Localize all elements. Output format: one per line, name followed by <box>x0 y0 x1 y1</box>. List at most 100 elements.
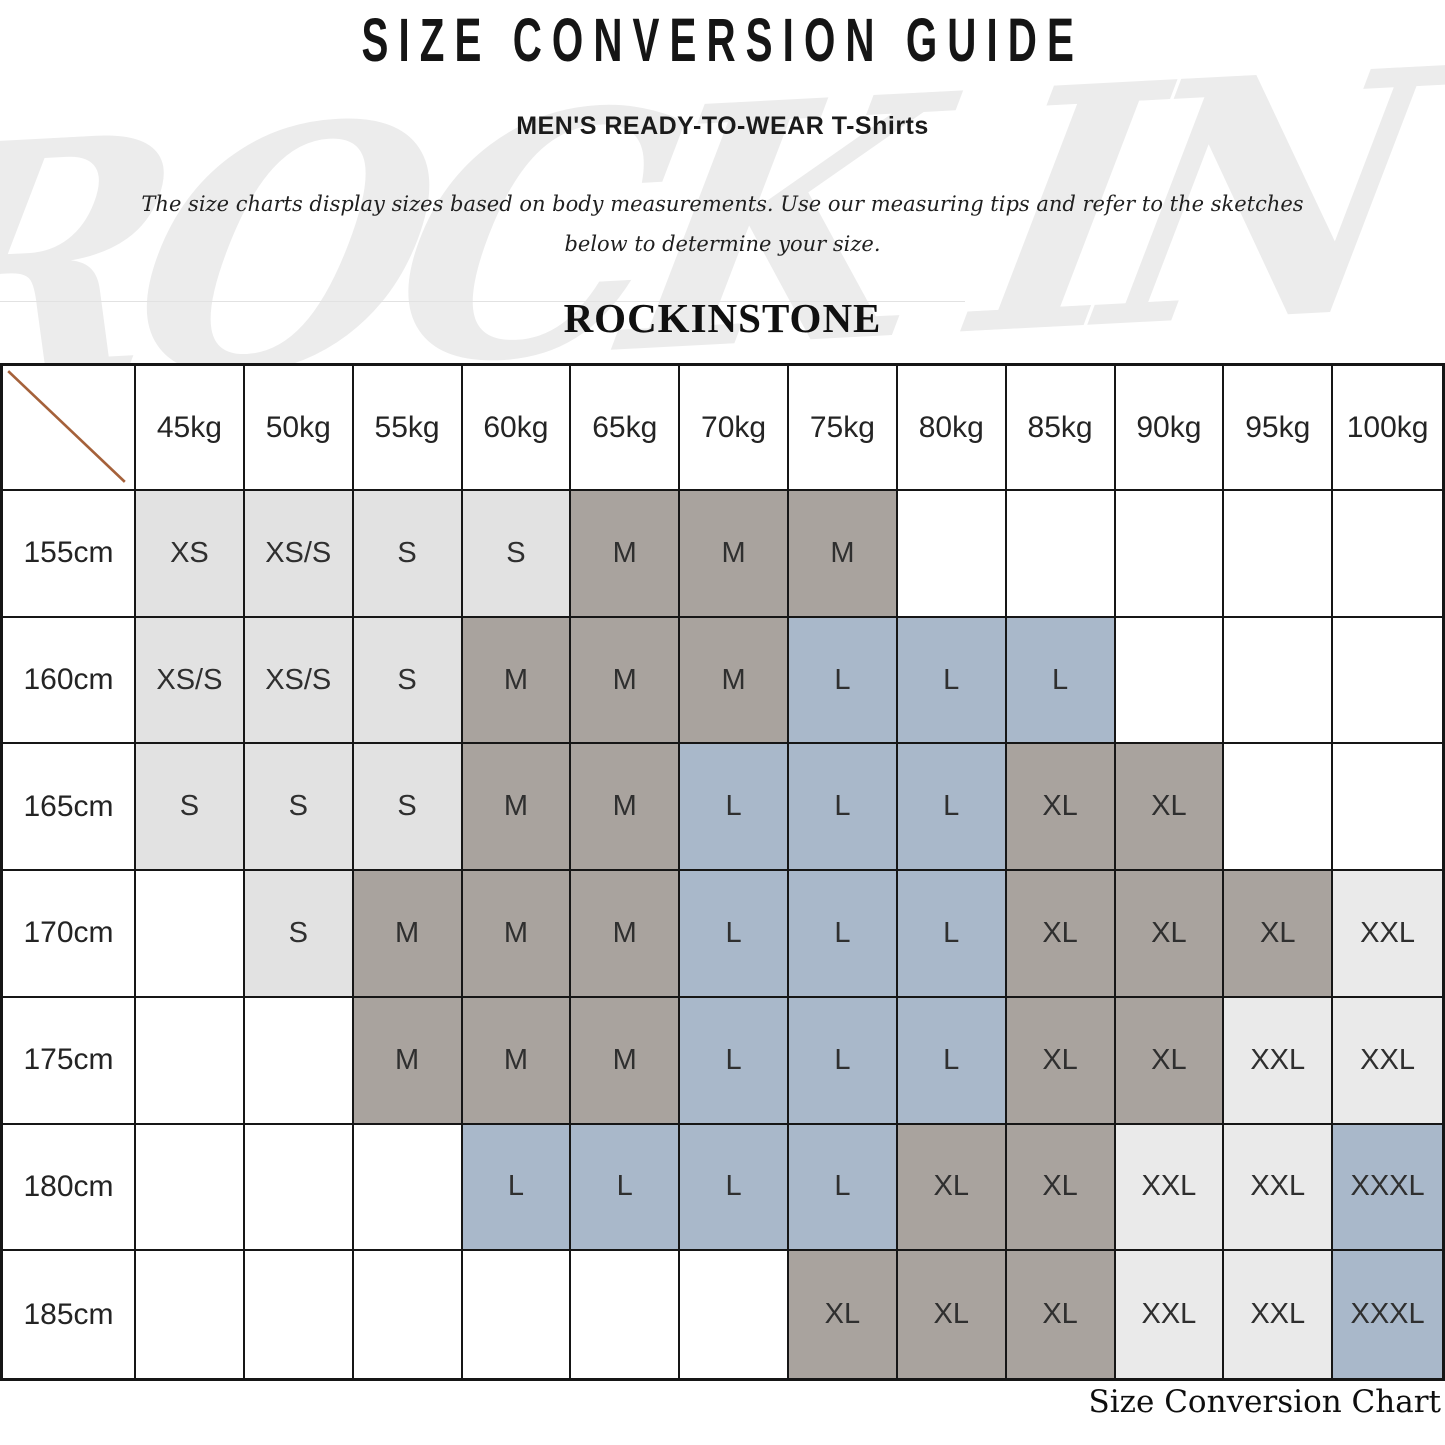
size-cell: XXL <box>1115 1251 1225 1378</box>
size-cell: L <box>789 617 898 745</box>
size-cell: M <box>571 997 681 1125</box>
size-cell: L <box>897 997 1007 1125</box>
corner-cell <box>3 366 136 491</box>
size-cell: S <box>462 491 572 618</box>
page-title-text: SIZE CONVERSION GUIDE <box>361 5 1084 75</box>
size-cell: XL <box>1115 871 1225 998</box>
diagonal-icon <box>7 370 126 483</box>
description-line-2: below to determine your size. <box>564 232 881 256</box>
size-cell <box>1115 491 1225 618</box>
weight-header-cell: 95kg <box>1224 366 1334 491</box>
size-cell <box>244 1124 354 1252</box>
page-title: SIZE CONVERSION GUIDE <box>0 4 1445 74</box>
size-cell <box>245 1251 354 1378</box>
table-caption: Size Conversion Chart <box>1088 1384 1441 1420</box>
size-cell <box>136 871 245 998</box>
size-cell: M <box>462 997 572 1125</box>
size-cell: L <box>897 871 1007 998</box>
size-cell <box>1224 617 1334 745</box>
size-cell: XL <box>1006 1251 1116 1378</box>
size-cell: XL <box>1006 1124 1116 1252</box>
size-cell: M <box>571 744 681 872</box>
size-cell: M <box>789 491 898 618</box>
size-cell: M <box>571 491 681 618</box>
size-cell: L <box>680 997 789 1125</box>
size-cell: M <box>680 491 789 618</box>
size-cell: M <box>353 871 463 998</box>
size-cell: L <box>897 744 1007 872</box>
size-cell: L <box>680 871 789 998</box>
size-cell: XXL <box>1333 997 1442 1125</box>
weight-header-cell: 90kg <box>1115 366 1225 491</box>
size-cell: S <box>244 744 354 872</box>
size-cell: L <box>462 1124 572 1252</box>
size-cell: M <box>462 617 572 745</box>
size-cell: L <box>680 1124 789 1252</box>
weight-header-cell: 65kg <box>571 366 681 491</box>
size-cell: XXL <box>1224 1251 1334 1378</box>
size-cell: L <box>897 617 1007 745</box>
height-label-cell: 185cm <box>3 1251 136 1378</box>
height-label-cell: 155cm <box>3 491 136 618</box>
size-cell: XL <box>1006 997 1116 1125</box>
size-cell: XS/S <box>244 617 354 745</box>
size-cell: XL <box>1006 871 1116 998</box>
description-line-1: The size charts display sizes based on b… <box>141 192 1304 216</box>
weight-header-cell: 85kg <box>1006 366 1116 491</box>
size-cell <box>1006 491 1116 618</box>
size-cell: XS/S <box>136 617 245 745</box>
size-cell <box>897 491 1007 618</box>
size-cell: S <box>353 617 463 745</box>
size-cell: M <box>571 617 681 745</box>
size-cell: S <box>353 491 463 618</box>
weight-header-cell: 75kg <box>789 366 898 491</box>
size-cell: S <box>244 871 354 998</box>
size-cell: L <box>680 744 789 872</box>
size-cell <box>354 1251 463 1378</box>
size-cell: XL <box>1006 744 1116 872</box>
size-cell: M <box>571 871 681 998</box>
size-cell: XXL <box>1115 1124 1225 1252</box>
size-cell: S <box>136 744 245 872</box>
size-cell: XL <box>1115 744 1225 872</box>
size-cell: XXL <box>1224 1124 1334 1252</box>
size-cell <box>244 997 354 1125</box>
size-cell <box>680 1251 789 1378</box>
weight-header-cell: 100kg <box>1333 366 1442 491</box>
size-cell: L <box>789 997 898 1125</box>
brand-name: ROCKINSTONE <box>563 295 882 341</box>
size-cell <box>1224 491 1334 618</box>
size-cell: L <box>789 1124 898 1252</box>
size-cell: M <box>353 997 463 1125</box>
height-label-cell: 165cm <box>3 744 136 872</box>
size-cell: XL <box>789 1251 898 1378</box>
size-cell: XL <box>1224 871 1334 998</box>
weight-header-cell: 80kg <box>897 366 1007 491</box>
size-cell: L <box>789 871 898 998</box>
size-cell <box>1333 744 1442 872</box>
size-cell: XXL <box>1224 997 1334 1125</box>
height-label-cell: 170cm <box>3 871 136 998</box>
size-cell: XXL <box>1333 871 1442 998</box>
size-cell: M <box>680 617 789 745</box>
size-cell <box>1224 744 1334 872</box>
size-cell <box>136 1251 245 1378</box>
divider-line <box>0 301 965 302</box>
weight-header-cell: 50kg <box>244 366 354 491</box>
size-cell <box>353 1124 463 1252</box>
size-cell: XS/S <box>244 491 354 618</box>
height-label-cell: 160cm <box>3 617 136 745</box>
size-cell: M <box>462 744 572 872</box>
size-cell <box>136 997 245 1125</box>
page-subtitle: MEN'S READY-TO-WEAR T-Shirts <box>516 112 929 140</box>
size-cell <box>463 1251 572 1378</box>
size-cell: XS <box>136 491 245 618</box>
size-cell: XL <box>897 1124 1007 1252</box>
weight-header-cell: 55kg <box>353 366 463 491</box>
size-cell: M <box>462 871 572 998</box>
size-cell <box>1333 618 1442 745</box>
height-label-cell: 180cm <box>3 1124 136 1252</box>
weight-header-cell: 60kg <box>462 366 572 491</box>
size-cell <box>1115 617 1225 745</box>
